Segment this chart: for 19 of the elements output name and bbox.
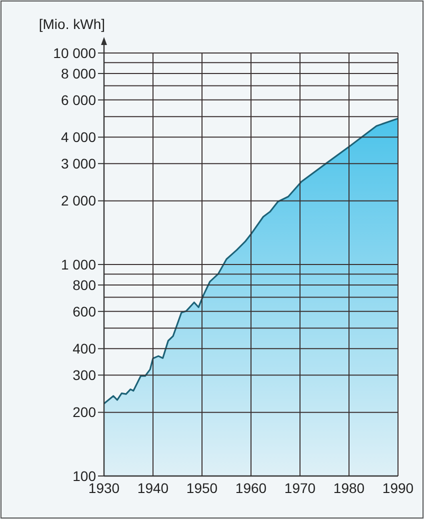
y-tick-label: 200 — [72, 404, 96, 420]
y-tick-label: 1 000 — [60, 256, 96, 272]
y-tick-label: 600 — [72, 303, 96, 320]
x-tick-label: 1960 — [235, 480, 267, 496]
x-tick-label: 1990 — [382, 480, 414, 496]
y-tick-label: 6 000 — [60, 92, 96, 108]
x-tick-label: 1980 — [333, 480, 365, 496]
y-tick-label: 2 000 — [60, 192, 96, 209]
y-tick-label: 8 000 — [60, 65, 96, 82]
y-tick-label: 10 000 — [53, 44, 96, 61]
y-tick-label: 300 — [72, 366, 96, 383]
y-tick-label: 3 000 — [60, 155, 96, 172]
y-tick-label: 400 — [72, 340, 96, 357]
x-tick-label: 1940 — [137, 480, 169, 496]
x-tick-label: 1950 — [186, 480, 218, 496]
y-axis-title: [Mio. kWh] — [38, 16, 105, 32]
y-tick-label: 800 — [72, 276, 96, 293]
x-tick-label: 1970 — [284, 480, 316, 496]
y-tick-label: 4 000 — [60, 129, 96, 146]
